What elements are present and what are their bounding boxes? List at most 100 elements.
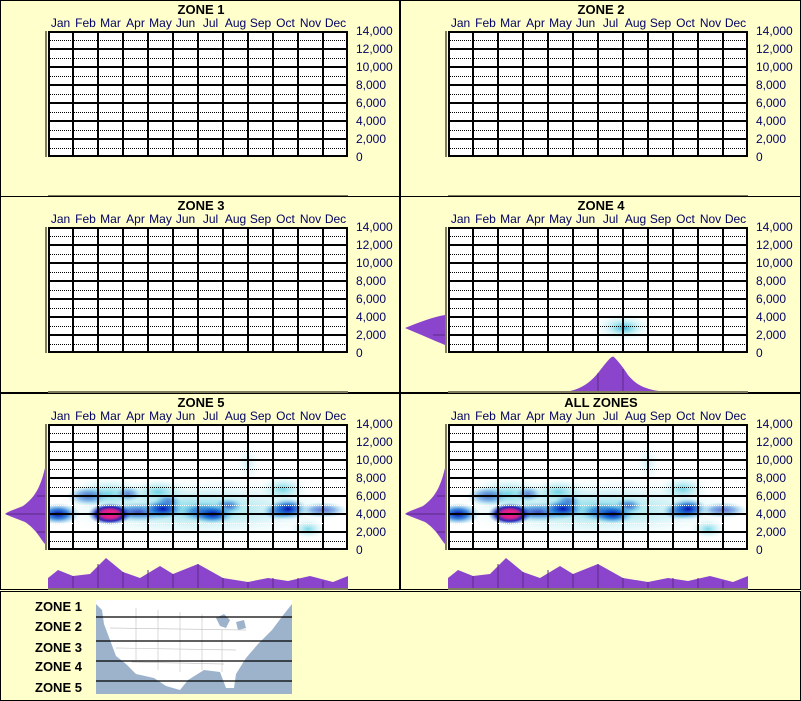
month-label: Jun (575, 16, 596, 30)
y-tick-label: 0 (756, 150, 763, 164)
elevation-marginal-axis (445, 227, 447, 353)
y-tick-label: 14,000 (756, 220, 793, 234)
month-label: Sep (249, 409, 272, 423)
month-label: Nov (699, 212, 722, 226)
legend-zone-3: ZONE 3 (35, 640, 82, 655)
y-tick-label: 12,000 (356, 435, 393, 449)
month-axis: Jan Feb Mar Apr May Jun Jul Aug Sep Oct Nov Dec (448, 409, 748, 423)
y-tick-label: 4,000 (756, 507, 787, 521)
month-label: Jul (602, 16, 619, 30)
y-tick-label: 2,000 (756, 525, 787, 539)
panel-title: ZONE 4 (577, 198, 625, 213)
y-tick-label: 10,000 (356, 453, 393, 467)
y-tick-label: 12,000 (356, 42, 393, 56)
y-tick-label: 12,000 (756, 238, 793, 252)
elevation-marginal-axis (45, 227, 47, 353)
y-tick-label: 14,000 (756, 24, 793, 38)
y-tick-label: 4,000 (356, 114, 387, 128)
elevation-marginal (405, 468, 445, 544)
y-tick-label: 6,000 (356, 292, 387, 306)
panel-title: ZONE 3 (177, 198, 225, 213)
y-tick-label: 8,000 (756, 274, 787, 288)
month-axis: Jan Feb Mar Apr May Jun Jul Aug Sep Oct Nov Dec (48, 16, 348, 30)
month-label: Apr (526, 409, 545, 423)
chart-panel-zone-4: ZONE 4 Jan Feb Mar Apr May Jun Jul Aug Sep Oct Nov… (400, 196, 801, 393)
legend-zone-2: ZONE 2 (35, 619, 82, 634)
month-label: Jan (50, 409, 71, 423)
heatmap-grid (448, 424, 748, 550)
month-label: Sep (249, 16, 272, 30)
y-tick-label: 8,000 (356, 471, 387, 485)
month-label: Jun (575, 409, 596, 423)
elevation-marginal-axis (45, 31, 47, 157)
month-label: Dec (324, 212, 347, 226)
us-map-icon (96, 600, 292, 690)
heatmap-grid (448, 31, 748, 157)
month-label: May (149, 409, 172, 423)
month-label: Feb (75, 212, 96, 226)
month-label: Oct (676, 409, 695, 423)
y-tick-label: 14,000 (356, 417, 393, 431)
month-label: Dec (724, 212, 747, 226)
zone-map (96, 600, 292, 694)
month-label: Jul (202, 212, 219, 226)
month-axis: Jan Feb Mar Apr May Jun Jul Aug Sep Oct Nov Dec (48, 409, 348, 423)
month-marginal-axis (48, 391, 348, 393)
month-label: Oct (676, 212, 695, 226)
month-label: Jan (50, 16, 71, 30)
month-marginal-axis (48, 588, 348, 590)
month-label: Aug (624, 16, 647, 30)
month-label: Feb (75, 16, 96, 30)
chart-panel-zone-3: ZONE 3 Jan Feb Mar Apr May Jun Jul Aug Sep Oct Nov… (0, 196, 400, 393)
month-label: Oct (276, 212, 295, 226)
y-tick-label: 0 (356, 150, 363, 164)
y-tick-label: 0 (756, 346, 763, 360)
y-tick-label: 4,000 (356, 310, 387, 324)
month-label: Sep (649, 212, 672, 226)
month-marginal-axis (448, 391, 748, 393)
month-label: Oct (276, 409, 295, 423)
month-label: Jun (175, 16, 196, 30)
month-label: Aug (224, 212, 247, 226)
y-tick-label: 6,000 (356, 96, 387, 110)
y-tick-label: 4,000 (356, 507, 387, 521)
month-label: Oct (676, 16, 695, 30)
month-label: Nov (299, 16, 322, 30)
month-label: Nov (299, 212, 322, 226)
y-tick-label: 2,000 (756, 132, 787, 146)
month-marginal (48, 558, 348, 590)
month-label: Sep (649, 16, 672, 30)
month-axis: Jan Feb Mar Apr May Jun Jul Aug Sep Oct Nov Dec (448, 16, 748, 30)
month-label: Nov (699, 16, 722, 30)
month-label: Aug (624, 409, 647, 423)
month-label: Apr (126, 212, 145, 226)
legend-zone-5: ZONE 5 (35, 680, 82, 695)
month-label: Aug (224, 16, 247, 30)
y-tick-label: 10,000 (756, 256, 793, 270)
y-tick-label: 2,000 (356, 132, 387, 146)
month-label: Dec (324, 409, 347, 423)
month-label: Apr (526, 16, 545, 30)
elevation-marginal-axis (445, 424, 447, 550)
month-label: Jan (450, 409, 471, 423)
y-tick-label: 6,000 (756, 489, 787, 503)
month-label: Jan (50, 212, 71, 226)
legend-zone-4: ZONE 4 (35, 659, 82, 674)
y-tick-label: 0 (356, 346, 363, 360)
chart-panel-all-zones: ALL ZONES Jan Feb Mar Apr May Jun Jul Aug Sep Oct… (400, 393, 801, 590)
month-label: May (149, 212, 172, 226)
panel-title: ZONE 2 (577, 2, 625, 17)
chart-panel-zone-2: ZONE 2 Jan Feb Mar Apr May Jun Jul Aug Sep Oct Nov… (400, 0, 801, 197)
month-label: Apr (526, 212, 545, 226)
month-label: Mar (100, 409, 121, 423)
y-tick-label: 14,000 (756, 417, 793, 431)
y-tick-label: 6,000 (356, 489, 387, 503)
month-label: Jul (602, 212, 619, 226)
y-tick-label: 12,000 (756, 435, 793, 449)
month-label: Apr (126, 409, 145, 423)
month-label: Jan (450, 16, 471, 30)
month-label: Aug (224, 409, 247, 423)
heatmap-grid (48, 424, 348, 550)
y-tick-label: 10,000 (356, 256, 393, 270)
month-label: Feb (475, 16, 496, 30)
